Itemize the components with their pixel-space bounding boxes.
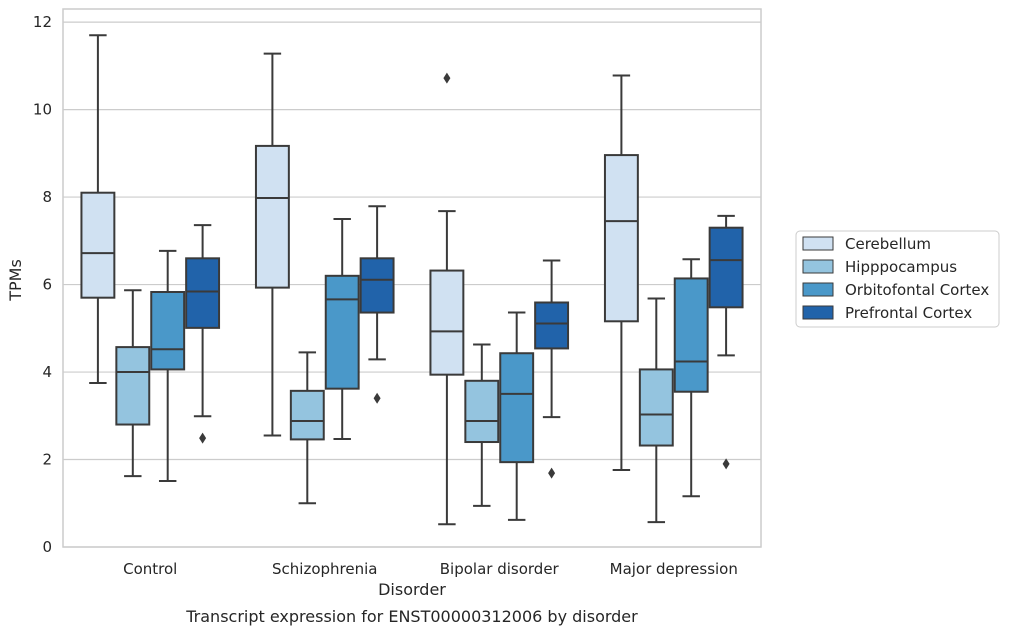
- outlier-point: [722, 458, 730, 470]
- box-iqr: [499, 352, 535, 464]
- y-tick-label: 12: [33, 13, 52, 31]
- box-group: [289, 351, 325, 505]
- y-tick-label: 0: [42, 538, 52, 556]
- box-group: [429, 72, 465, 526]
- y-axis-label: TPMs: [6, 259, 25, 302]
- box-group: [708, 214, 744, 470]
- box-iqr: [673, 277, 709, 393]
- box-iqr: [185, 257, 221, 329]
- box-iqr: [464, 379, 500, 444]
- box-group: [254, 52, 290, 437]
- y-tick-labels: 0 2 4 6 8 10 12: [33, 13, 52, 556]
- box-iqr: [603, 154, 639, 323]
- y-tick-label: 8: [42, 188, 52, 206]
- legend-swatch: [802, 282, 834, 297]
- x-tick-label: Schizophrenia: [272, 560, 377, 578]
- box-group: [603, 74, 639, 472]
- box-group: [115, 289, 151, 478]
- outlier-point: [548, 467, 556, 479]
- outlier-point: [199, 432, 207, 444]
- box-iqr: [708, 226, 744, 309]
- box-group: [150, 249, 186, 482]
- legend-label: Prefrontal Cortex: [845, 304, 972, 322]
- box-iqr: [289, 389, 325, 441]
- box-group: [464, 343, 500, 507]
- box-group: [80, 34, 116, 384]
- plot-marks: [80, 34, 744, 526]
- box-group: [534, 259, 570, 479]
- outlier-point: [373, 392, 381, 404]
- y-tick-label: 6: [42, 276, 52, 294]
- y-tick-label: 2: [42, 451, 52, 469]
- legend: Cerebellum Hipppocampus Orbitofontal Corte…: [795, 230, 1000, 328]
- x-tick-labels: Control Schizophrenia Bipolar disorder Majo…: [123, 560, 738, 578]
- x-tick-label: Major depression: [610, 560, 738, 578]
- box-group: [324, 217, 360, 440]
- box-iqr: [324, 274, 360, 390]
- x-tick-label: Bipolar disorder: [440, 560, 560, 578]
- box-iqr: [359, 257, 395, 314]
- gridlines: [63, 21, 761, 548]
- plot-frame: [62, 8, 762, 548]
- legend-swatch: [802, 305, 834, 320]
- x-tick-label: Control: [123, 560, 177, 578]
- legend-label: Cerebellum: [845, 235, 931, 253]
- box-iqr: [534, 301, 570, 350]
- box-group: [673, 258, 709, 498]
- box-iqr: [429, 269, 465, 376]
- box-iqr: [638, 368, 674, 447]
- box-iqr: [115, 346, 151, 426]
- outlier-point: [443, 72, 451, 84]
- box-group: [499, 311, 535, 521]
- y-tick-label: 4: [42, 363, 52, 381]
- legend-label: Hipppocampus: [845, 258, 957, 276]
- y-tick-label: 10: [33, 101, 52, 119]
- legend-swatch: [802, 259, 834, 274]
- chart-caption: Transcript expression for ENST0000031200…: [185, 607, 638, 626]
- box-group: [638, 297, 674, 524]
- box-group: [185, 224, 221, 444]
- legend-frame: [795, 230, 1000, 328]
- x-axis-label: Disorder: [378, 580, 446, 599]
- legend-swatch: [802, 236, 834, 251]
- box-iqr: [80, 191, 116, 299]
- legend-label: Orbitofontal Cortex: [845, 281, 989, 299]
- box-iqr: [150, 290, 186, 371]
- box-group: [359, 205, 395, 404]
- box-iqr: [254, 144, 290, 289]
